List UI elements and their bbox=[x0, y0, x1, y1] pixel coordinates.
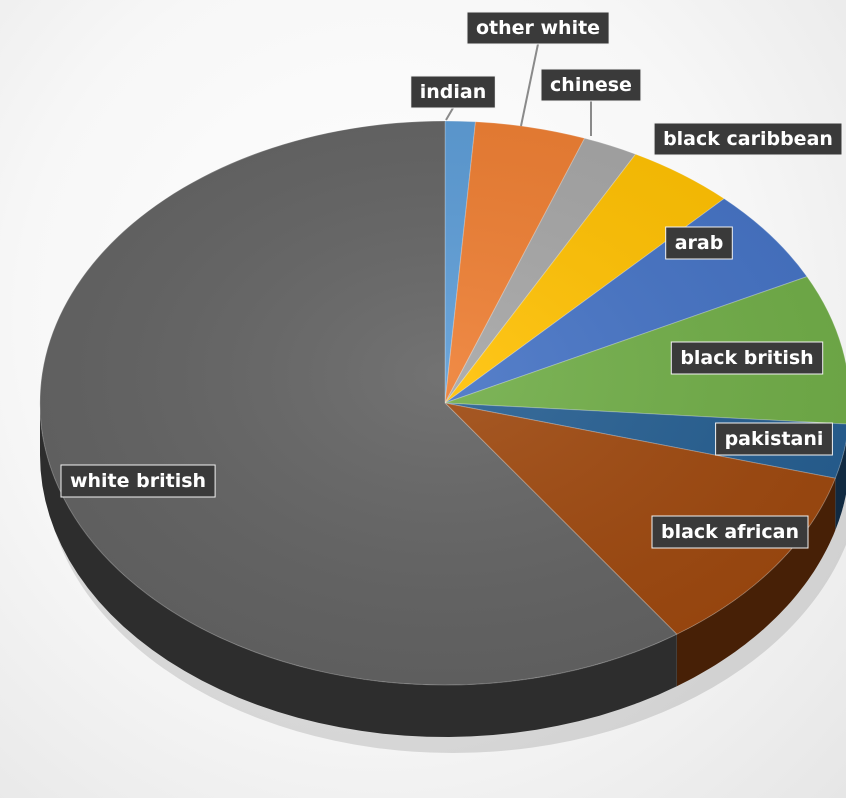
label-text-chinese: chinese bbox=[550, 74, 632, 96]
label-box-black-british bbox=[670, 341, 824, 375]
label-box-black-african bbox=[651, 515, 809, 549]
side-black-african bbox=[676, 478, 836, 687]
label-box-black-caribbean bbox=[653, 122, 843, 156]
leader-indian bbox=[445, 107, 454, 121]
label-arab: arab bbox=[665, 226, 733, 260]
label-box-other-white bbox=[466, 11, 610, 45]
label-chinese: chinese bbox=[540, 68, 642, 102]
label-black-african: black african bbox=[651, 515, 809, 549]
label-white-british: white british bbox=[60, 464, 216, 498]
label-black-british: black british bbox=[670, 341, 824, 375]
label-text-black-british: black british bbox=[680, 347, 813, 369]
label-box-indian bbox=[410, 75, 496, 109]
label-text-pakistani: pakistani bbox=[725, 428, 824, 450]
side-pakistani bbox=[835, 442, 846, 531]
label-box-pakistani bbox=[715, 422, 833, 456]
label-text-white-british: white british bbox=[70, 470, 206, 492]
pie-top-sheen bbox=[40, 121, 846, 685]
label-box-chinese bbox=[540, 68, 642, 102]
leader-lines bbox=[445, 43, 592, 136]
pie-top-layer bbox=[39, 120, 846, 686]
label-text-arab: arab bbox=[675, 232, 724, 254]
label-indian: indian bbox=[410, 75, 496, 109]
label-other-white: other white bbox=[466, 11, 610, 45]
side-white-british bbox=[40, 403, 677, 737]
slice-labels: indian other white chinese black caribbean a… bbox=[60, 11, 843, 549]
label-text-indian: indian bbox=[420, 81, 487, 103]
label-black-caribbean: black caribbean bbox=[653, 122, 843, 156]
label-text-black-caribbean: black caribbean bbox=[663, 128, 833, 150]
label-pakistani: pakistani bbox=[715, 422, 833, 456]
label-text-black-african: black african bbox=[661, 521, 799, 543]
label-box-arab bbox=[665, 226, 733, 260]
label-box-white-british bbox=[60, 464, 216, 498]
leader-other-white bbox=[520, 43, 539, 127]
label-text-other-white: other white bbox=[476, 17, 600, 39]
